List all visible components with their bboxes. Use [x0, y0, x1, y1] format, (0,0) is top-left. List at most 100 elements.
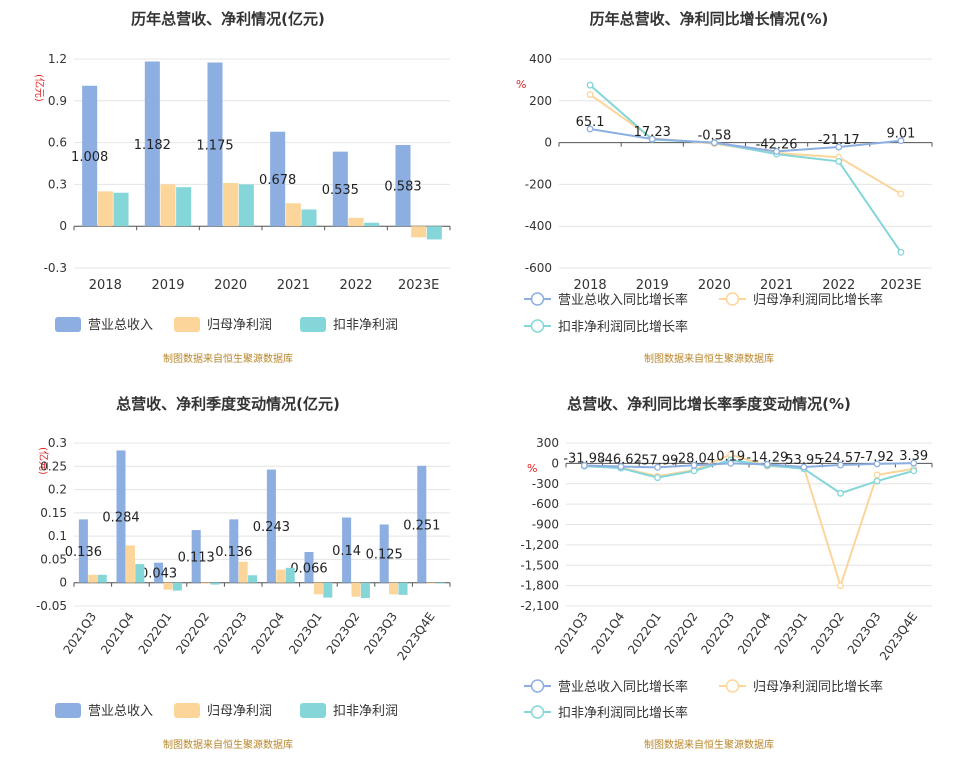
legend-label-parent-profit-growth: 归母净利润同比增长率: [753, 292, 883, 308]
bar-revenue: [154, 562, 164, 583]
y-tick-label: 0.3: [48, 177, 67, 191]
y-tick-label: 0.1: [48, 529, 67, 543]
data-label: 1.008: [71, 150, 108, 165]
chart-title: 历年总营收、净利情况(亿元): [131, 10, 325, 28]
x-tick-label: 2022Q2: [662, 610, 701, 657]
point-deducted-profit: [586, 81, 594, 89]
point-revenue: [580, 462, 588, 469]
data-label: 1.175: [196, 138, 233, 153]
legend-marker-revenue-growth: [530, 292, 545, 306]
y-tick-label: -300: [532, 477, 559, 491]
y-tick-label: -600: [525, 261, 552, 275]
bar-revenue: [229, 519, 239, 583]
chart-title: 总营收、净利季度变动情况(亿元): [116, 395, 340, 413]
bar-deducted-profit: [364, 222, 380, 227]
point-revenue: [586, 125, 594, 133]
x-tick-label: 2021: [760, 278, 793, 293]
data-label: 0.243: [253, 520, 290, 535]
source-note: 制图数据来自恒生聚源数据库: [644, 738, 774, 751]
bar-revenue: [379, 524, 389, 583]
data-label: -24.57: [820, 451, 862, 466]
legend-marker-deducted-profit-growth: [530, 319, 545, 333]
legend-swatch-parent-profit: [174, 703, 200, 718]
legend: 营业总收入同比增长率 归母净利润同比增长率 扣非净利润同比增长率: [524, 292, 883, 335]
bar-deducted-profit: [301, 209, 317, 227]
y-tick-label: 0.05: [40, 552, 67, 566]
x-tick-label: 2023Q2: [324, 610, 363, 657]
x-tick-label: 2022Q4: [735, 610, 774, 657]
y-tick-label: 0.2: [48, 483, 67, 497]
point-revenue: [837, 461, 844, 469]
y-tick-label: -2,100: [520, 599, 559, 613]
y-tick-label: 300: [536, 436, 559, 450]
quarterly-values-panel: 总营收、净利季度变动情况(亿元) (亿元) 0.3 0.25 0.2 0.15 0.1 0…: [36, 395, 451, 751]
legend-swatch-revenue: [55, 703, 81, 718]
legend-label-revenue-growth: 营业总收入同比增长率: [558, 679, 688, 695]
point-revenue: [835, 143, 843, 151]
bar-parent-profit: [351, 582, 361, 597]
data-label: 0.125: [366, 548, 403, 563]
y-tick-label: 0.3: [48, 436, 67, 450]
bar-deducted-profit: [135, 564, 145, 583]
x-tick-label: 2018: [574, 278, 607, 293]
bar-deducted-profit: [436, 582, 446, 584]
y-unit-label: %: [516, 78, 526, 91]
source-note: 制图数据来自恒生聚源数据库: [163, 352, 293, 365]
legend-label-parent-profit: 归母净利润: [207, 318, 272, 333]
point-parent-profit: [837, 582, 844, 590]
bar-deducted-profit: [113, 192, 129, 227]
x-tick-label: 2022Q4: [248, 610, 287, 657]
legend: 营业总收入同比增长率 归母净利润同比增长率 扣非净利润同比增长率: [524, 679, 883, 721]
bar-revenue: [78, 519, 88, 583]
x-tick-label: 2019: [636, 278, 669, 293]
y-tick-label: -0.3: [44, 261, 67, 275]
y-tick-label: -600: [532, 497, 559, 511]
data-label: 0.19: [716, 449, 745, 464]
source-note: 制图数据来自恒生聚源数据库: [163, 738, 293, 751]
legend-marker-revenue-growth: [530, 679, 545, 693]
data-label: 0.113: [178, 550, 215, 565]
bar-revenue: [417, 465, 427, 583]
bar-parent-profit: [276, 569, 286, 583]
legend-marker-parent-profit-growth: [725, 679, 740, 693]
x-tick-label: 2023E: [398, 278, 439, 293]
x-tick-label: 2022: [339, 278, 372, 293]
bar-parent-profit: [348, 217, 364, 227]
y-tick-label: 0.15: [40, 506, 67, 520]
bar-revenue: [304, 551, 314, 583]
data-label: 65.1: [576, 115, 605, 130]
data-label: 0.583: [384, 180, 421, 195]
y-tick-label: 0: [59, 219, 67, 233]
bar-parent-profit: [125, 545, 135, 583]
legend: 营业总收入 归母净利润 扣非净利润: [55, 317, 398, 333]
y-tick-label: -400: [525, 219, 552, 233]
point-deducted-profit: [897, 248, 905, 256]
quarterly-growth-panel: 总营收、净利同比增长率季度变动情况(%) % 300 0 -300 -600 -900 -…: [520, 395, 933, 751]
plot-area: 300 0 -300 -600 -900 -1,200 -1,500 -1,800 -2,100…: [520, 436, 933, 663]
point-parent-profit: [586, 91, 594, 98]
legend-label-revenue: 营业总收入: [88, 704, 153, 719]
x-tick-label: 2021Q4: [589, 610, 628, 657]
x-tick-label: 2018: [89, 278, 122, 293]
y-tick-label: 1.2: [48, 52, 67, 66]
y-tick-label: -900: [532, 518, 559, 532]
bar-revenue: [144, 61, 160, 227]
bar-deducted-profit: [176, 187, 192, 227]
bar-deducted-profit: [97, 574, 107, 583]
point-deducted-profit: [910, 467, 918, 475]
legend-label-revenue: 营业总收入: [88, 318, 153, 333]
y-tick-label: 0: [544, 136, 552, 150]
bar-deducted-profit: [426, 226, 442, 240]
legend-swatch-deducted-profit: [300, 317, 326, 332]
y-tick-label: -200: [525, 177, 552, 191]
line-revenue: [584, 462, 914, 469]
data-label: -28.04: [673, 451, 715, 466]
x-tick-label: 2022Q3: [211, 610, 250, 657]
x-tick-label: 2021Q3: [552, 610, 591, 657]
bar-parent-profit: [313, 582, 323, 595]
data-label: -14.29: [746, 450, 788, 465]
chart-title: 历年总营收、净利同比增长情况(%): [590, 10, 829, 28]
point-deducted-profit: [690, 467, 698, 475]
bar-revenue: [332, 151, 348, 227]
